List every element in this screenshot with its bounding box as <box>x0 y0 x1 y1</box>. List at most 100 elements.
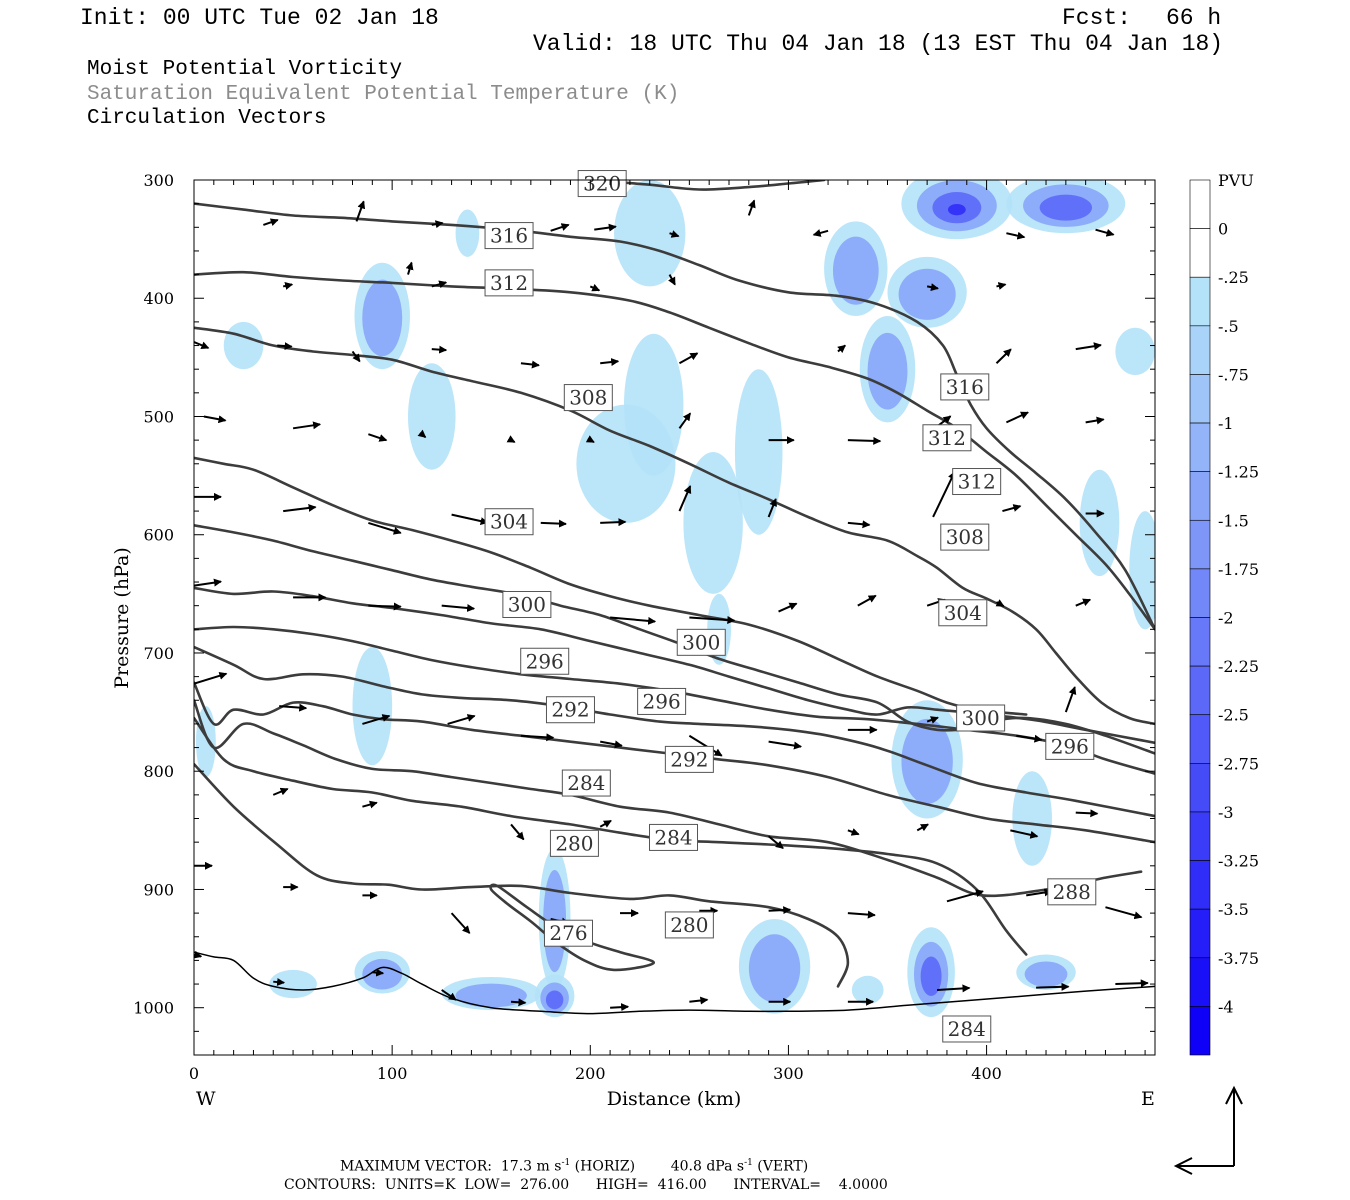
circulation-vector <box>594 223 617 232</box>
contour-280 <box>194 762 850 988</box>
pv-region <box>734 369 783 535</box>
pv-region <box>1129 511 1155 630</box>
contour-label-box <box>942 1015 992 1043</box>
x-tick-label: 0 <box>189 1064 199 1083</box>
pv-region <box>362 279 403 357</box>
x-tick-label: 200 <box>575 1064 606 1083</box>
pv-region <box>1115 327 1155 376</box>
contour-label-text: 284 <box>948 1017 986 1041</box>
valid-time: Valid: 18 UTC Thu 04 Jan 18 (13 EST Thu … <box>533 31 1224 57</box>
colorbar-swatch <box>1189 568 1211 618</box>
contour-label-308: 308 <box>563 384 613 412</box>
max-vector-label: MAXIMUM VECTOR: <box>340 1158 492 1175</box>
contour-296 <box>194 645 1155 818</box>
circulation-vector <box>1005 411 1029 424</box>
colorbar-swatch <box>1189 617 1211 667</box>
circulation-vector <box>194 671 228 685</box>
y-tick-label: 1000 <box>133 999 174 1018</box>
plot-background <box>194 180 1155 1055</box>
x-tick-label: 300 <box>773 1064 804 1083</box>
y-tick-label: 600 <box>143 526 174 545</box>
contour-label-box <box>649 823 699 851</box>
circulation-vector <box>1002 504 1022 513</box>
max-vector-line: MAXIMUM VECTOR: 17.3 m s-1 (HORIZ) 40.8 … <box>340 1158 808 1175</box>
colorbar-swatch <box>1189 228 1211 278</box>
contour-label-296: 296 <box>520 647 570 675</box>
circulation-vector <box>585 435 595 444</box>
circulation-vector <box>1036 982 1070 991</box>
contour-label-text: 288 <box>1053 880 1091 904</box>
contour-label-276: 276 <box>543 919 593 947</box>
circulation-vector <box>768 740 803 750</box>
up-arrow-icon <box>1225 1085 1243 1105</box>
contour-label-296: 296 <box>1045 732 1095 760</box>
contour-label-text: 316 <box>490 224 528 248</box>
x-axis-title: Distance (km) <box>607 1088 742 1110</box>
circulation-vector <box>767 498 777 518</box>
colorbar-swatch <box>1189 908 1211 959</box>
contour-label-box <box>484 222 534 250</box>
pv-region <box>947 203 966 216</box>
contour-label-box <box>922 424 972 452</box>
circulation-vector <box>600 740 623 749</box>
pv-region <box>407 363 456 470</box>
contour-label-304: 304 <box>938 599 988 627</box>
circulation-vector <box>451 513 489 526</box>
contour-label-300: 300 <box>956 704 1006 732</box>
circulation-vector <box>847 520 871 529</box>
circulation-vector <box>857 594 877 607</box>
contour-label-text: 296 <box>1051 734 1089 758</box>
pv-region <box>352 647 393 766</box>
circulation-vector <box>368 521 402 535</box>
circulation-vector <box>447 714 476 725</box>
contour-label-text: 312 <box>928 426 966 450</box>
pv-region <box>1024 961 1068 987</box>
circulation-vector <box>1064 686 1077 713</box>
circulation-vector <box>996 282 1007 290</box>
contour-label-box <box>1045 732 1095 760</box>
circulation-vector <box>668 274 676 286</box>
pv-region <box>1039 194 1092 221</box>
circulation-vector <box>355 200 366 222</box>
circulation-vector <box>273 978 286 987</box>
circulation-vector <box>372 968 385 977</box>
colorbar-label: -2.75 <box>1218 754 1259 773</box>
colorbar-swatch <box>1189 714 1211 764</box>
circulation-vector <box>1095 228 1115 237</box>
contour-label-text: 284 <box>567 771 605 795</box>
contour-label-text: 284 <box>654 825 692 849</box>
circulation-vector <box>688 734 723 757</box>
contour-label-box <box>938 599 988 627</box>
colorbar-label: -3.75 <box>1218 949 1259 968</box>
colorbar-swatch <box>1189 276 1211 327</box>
colorbar-label: -3.5 <box>1218 900 1249 919</box>
plot-area: 320 316 312 308 316 312 312 308 304 300 304 300 296 2… <box>133 170 1156 1083</box>
contour-324 <box>194 202 1155 631</box>
pv-region <box>269 969 317 999</box>
circulation-vectors <box>194 199 1149 1012</box>
contour-300 <box>194 625 1155 775</box>
colorbar-swatch <box>1189 374 1211 424</box>
contour-label-box <box>561 769 611 797</box>
y-tick-label: 900 <box>143 880 174 899</box>
contour-label-304: 304 <box>484 508 534 536</box>
circulation-vector <box>1115 979 1149 988</box>
circulation-vector <box>203 415 227 424</box>
circulation-vector <box>540 519 567 528</box>
forecast-label: Fcst: <box>1062 5 1132 31</box>
circulation-vector <box>1006 231 1026 240</box>
contour-label-292: 292 <box>545 696 595 724</box>
colorbar-label: -2 <box>1218 609 1234 628</box>
circulation-vector <box>351 350 361 363</box>
y-tick-label: 800 <box>143 762 174 781</box>
contour-label-text: 308 <box>946 525 984 549</box>
contours-info: CONTOURS: UNITS=K LOW= 276.00 HIGH= 416.… <box>284 1177 888 1193</box>
terrain-line <box>194 951 1155 1015</box>
contour-label-box <box>577 170 627 198</box>
pv-region <box>832 236 879 305</box>
colorbar-label: -1 <box>1218 414 1234 433</box>
circulation-vector <box>368 602 402 611</box>
circulation-vector <box>678 412 692 429</box>
colorbar-label: -2.5 <box>1218 706 1249 725</box>
